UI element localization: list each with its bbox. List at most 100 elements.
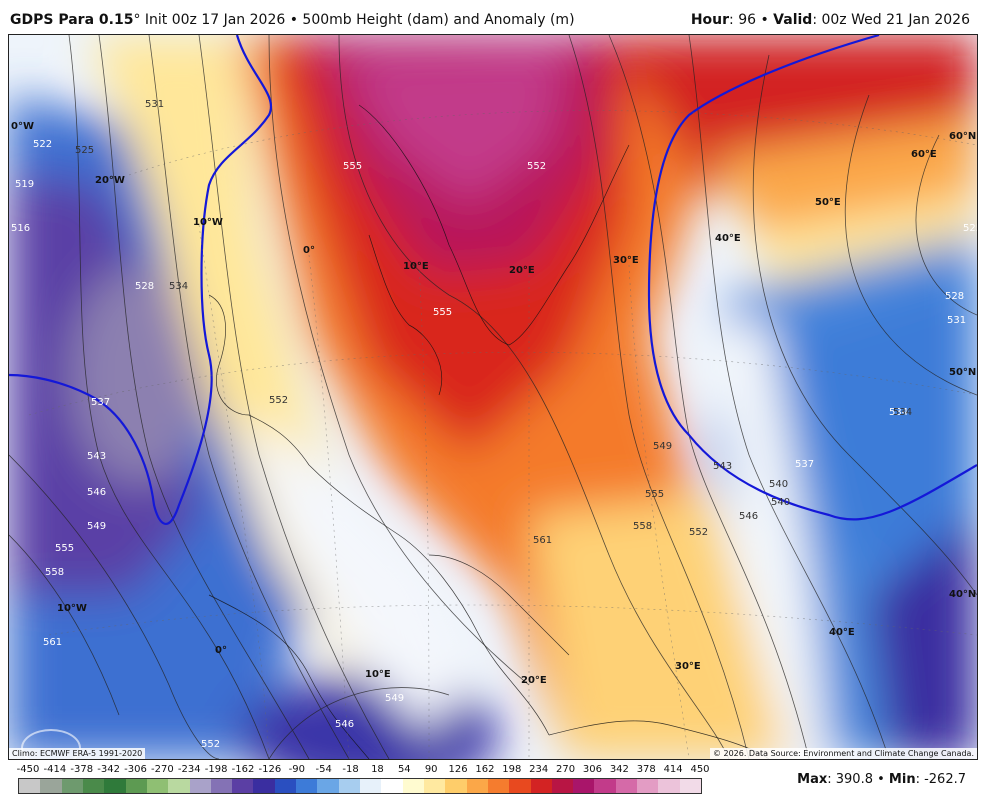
contour-label: 516 [11, 223, 30, 234]
legend-swatch [360, 779, 382, 793]
legend-tick: 126 [448, 764, 468, 775]
grid-label: 0°W [11, 121, 34, 132]
anomaly-map[interactable]: 0°W 20°W 10°W 0° 10°E 20°E 30°E 40°E 50°… [8, 34, 978, 760]
contour-label: 531 [145, 99, 164, 110]
contour-label: 552 [201, 739, 220, 750]
legend-tick: -54 [315, 764, 332, 775]
contour-label: 555 [645, 489, 664, 500]
legend-swatch [402, 779, 424, 793]
legend-tick: 270 [556, 764, 576, 775]
contour-label: 549 [653, 441, 672, 452]
legend-swatch [168, 779, 190, 793]
grid-label: 20°E [521, 675, 547, 686]
legend-swatch [40, 779, 62, 793]
grid-label: 0° [215, 645, 227, 656]
contour-label: 546 [335, 719, 354, 730]
contour-label: 543 [87, 451, 106, 462]
legend-swatch [551, 779, 574, 793]
contour-label: 537 [91, 397, 110, 408]
contour-label: 534 [169, 281, 188, 292]
grid-label: 30°E [613, 255, 639, 266]
legend-swatch [82, 779, 105, 793]
contour-label: 546 [739, 511, 758, 522]
legend-swatch [445, 779, 467, 793]
legend-swatch [338, 779, 360, 793]
highlight-contours [9, 35, 977, 525]
contour-label: 537 [795, 459, 814, 470]
grid-label: 40°N [949, 589, 976, 600]
contour-label: 519 [15, 179, 34, 190]
coastlines [208, 104, 770, 759]
contour-label: 555 [433, 307, 452, 318]
legend-tick: -198 [204, 764, 228, 775]
chart-title: GDPS Para 0.15° Init 00z 17 Jan 2026 • 5… [10, 12, 575, 28]
legend-tick: 162 [475, 764, 495, 775]
legend-tick: 378 [636, 764, 656, 775]
valid-time: Hour: 96 • Valid: 00z Wed 21 Jan 2026 [691, 12, 970, 28]
contour-label: 525 [963, 223, 977, 234]
legend-colorbar [18, 778, 702, 794]
legend-swatch [423, 779, 446, 793]
max-value: : 390.8 • [827, 772, 889, 787]
legend-swatch [509, 779, 531, 793]
contour-label: 531 [947, 315, 966, 326]
legend-tick: -342 [97, 764, 120, 775]
graticule [28, 110, 977, 759]
grid-label: 20°W [95, 175, 125, 186]
legend-tick: 306 [582, 764, 603, 775]
legend-tick: 54 [397, 764, 411, 775]
grid-label: 10°E [365, 669, 391, 680]
degree-symbol: ° [133, 12, 141, 28]
height-contours [9, 35, 977, 759]
legend-tick: 450 [690, 764, 710, 775]
contour-label: 555 [55, 543, 74, 554]
legend-tick: -450 [16, 764, 40, 775]
contour-label: 552 [527, 161, 546, 172]
legend-swatch [296, 779, 318, 793]
min-label: Min [888, 772, 916, 787]
contour-label: 549 [385, 693, 404, 704]
legend-tick: -18 [342, 764, 359, 775]
hour-value: : 96 • [729, 12, 774, 28]
contour-label: 561 [533, 535, 552, 546]
grid-label: 60°E [911, 149, 937, 160]
contour-label: 522 [33, 139, 52, 150]
contour-label: 555 [343, 161, 362, 172]
contour-label: 534 [893, 407, 912, 418]
contour-label: 558 [45, 567, 64, 578]
hour-label: Hour [690, 12, 730, 28]
grid-label: 60°N [949, 131, 976, 142]
legend-swatch [19, 779, 41, 793]
contour-label: 540 [769, 479, 788, 490]
grid-label: 10°W [57, 603, 87, 614]
contour-label: 528 [945, 291, 964, 302]
legend-tick: -306 [124, 764, 147, 775]
grid-label: 40°E [829, 627, 855, 638]
legend-swatch [146, 779, 169, 793]
legend-swatch [487, 779, 510, 793]
contour-label: 525 [75, 145, 94, 156]
legend-swatch [104, 779, 126, 793]
grid-label: 10°E [403, 261, 429, 272]
header: GDPS Para 0.15° Init 00z 17 Jan 2026 • 5… [0, 0, 984, 34]
legend-swatch [658, 779, 680, 793]
grid-label: 30°E [675, 661, 701, 672]
legend-tick: -378 [70, 764, 94, 775]
legend-swatch [615, 779, 638, 793]
contour-label: 546 [87, 487, 106, 498]
color-legend: -450 -414 -378 -342 -306 -270 -234 -198 -162 -126… [16, 764, 710, 804]
valid-value: : 00z Wed 21 Jan 2026 [812, 12, 970, 28]
max-label: Max [797, 772, 828, 787]
legend-swatch [530, 779, 552, 793]
legend-swatch [317, 779, 339, 793]
contour-label: 561 [43, 637, 62, 648]
max-min-stats: Max: 390.8 • Min: -262.7 [797, 772, 966, 787]
init-description: Init 00z 17 Jan 2026 • 500mb Height (dam… [140, 12, 575, 28]
legend-tick: -234 [177, 764, 201, 775]
legend-swatch [573, 779, 595, 793]
climo-note: Climo: ECMWF ERA-5 1991-2020 [9, 748, 146, 759]
grid-label: 50°E [815, 197, 841, 208]
contour-label: 543 [713, 461, 732, 472]
legend-tick: -270 [151, 764, 174, 775]
legend-swatch [679, 779, 701, 793]
